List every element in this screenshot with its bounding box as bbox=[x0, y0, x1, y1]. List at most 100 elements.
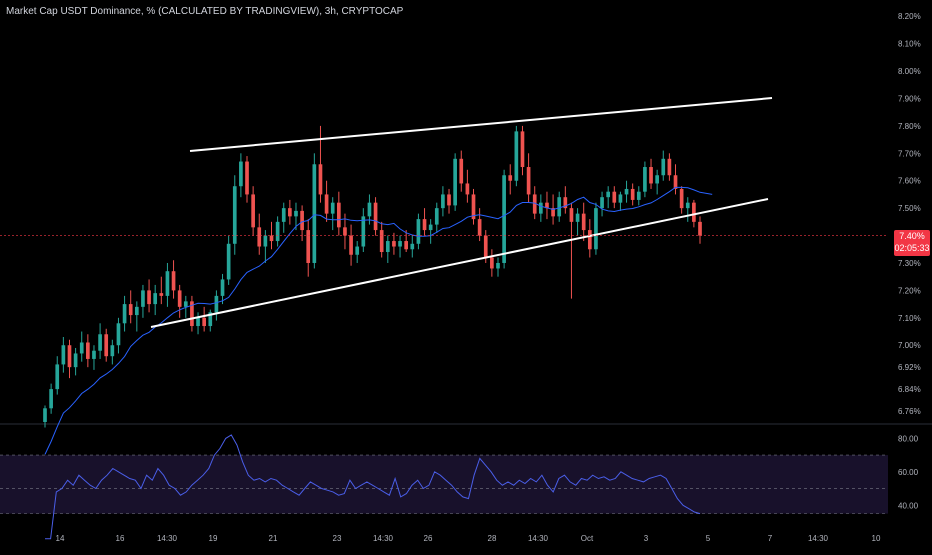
price-axis-tick-label: 8.10% bbox=[898, 40, 921, 49]
candle-body bbox=[649, 167, 653, 184]
candle-body bbox=[263, 235, 268, 247]
candle-body bbox=[606, 191, 611, 198]
candle-body bbox=[226, 243, 231, 280]
candle-body bbox=[288, 208, 292, 217]
candle-body bbox=[453, 158, 457, 206]
time-axis-tick-label: 14:30 bbox=[808, 534, 829, 543]
candle-body bbox=[673, 175, 678, 189]
rsi-axis-tick-label: 40.00 bbox=[898, 501, 919, 510]
candle-body bbox=[594, 208, 598, 250]
candle-body bbox=[692, 202, 696, 222]
rsi-axis-tick-label: 60.00 bbox=[898, 468, 919, 477]
candle-body bbox=[636, 191, 641, 200]
candle-body bbox=[655, 175, 659, 184]
price-axis-tick-label: 7.10% bbox=[898, 314, 921, 323]
upper-trendline bbox=[189, 97, 773, 152]
candle-body bbox=[496, 262, 500, 269]
price-axis-tick-label: 6.76% bbox=[898, 407, 921, 416]
time-axis-tick-label: 14:30 bbox=[528, 534, 549, 543]
candle-body bbox=[202, 317, 206, 327]
candle-body bbox=[643, 167, 647, 192]
time-axis-tick-label: 7 bbox=[768, 534, 773, 543]
candle-body bbox=[43, 408, 47, 422]
candle-body bbox=[177, 290, 182, 307]
candle-body bbox=[539, 202, 543, 214]
price-axis-tick-label: 7.70% bbox=[898, 149, 921, 158]
candle-body bbox=[61, 345, 66, 365]
candle-body bbox=[410, 243, 415, 250]
time-axis-tick-label: 19 bbox=[209, 534, 218, 543]
candle-body bbox=[134, 306, 139, 316]
candle-body bbox=[67, 345, 72, 368]
candle-body bbox=[294, 210, 298, 217]
candle-body bbox=[239, 161, 243, 187]
bar-countdown: 02:05:33 bbox=[894, 242, 930, 253]
candle-body bbox=[128, 304, 133, 316]
rsi-line bbox=[45, 434, 701, 540]
candle-body bbox=[526, 167, 531, 195]
candle-body bbox=[520, 131, 525, 168]
candle-body bbox=[483, 235, 488, 258]
candle-body bbox=[312, 164, 317, 263]
candle-body bbox=[545, 202, 549, 209]
time-axis-tick-label: 3 bbox=[644, 534, 649, 543]
last-price-tag: 7.40% 02:05:33 bbox=[894, 229, 930, 256]
candle-body bbox=[257, 227, 262, 247]
candle-body bbox=[465, 183, 470, 195]
candle-body bbox=[373, 202, 378, 231]
price-axis-tick-label: 6.92% bbox=[898, 363, 921, 372]
price-axis-tick-label: 7.30% bbox=[898, 259, 921, 268]
candle-body bbox=[398, 241, 402, 247]
candle-body bbox=[349, 235, 353, 255]
price-axis-tick-label: 7.60% bbox=[898, 177, 921, 186]
candle-body bbox=[563, 197, 568, 209]
candle-body bbox=[679, 188, 684, 209]
candle-body bbox=[514, 131, 519, 181]
price-axis-tick-label: 8.00% bbox=[898, 67, 921, 76]
time-axis-tick-label: 23 bbox=[333, 534, 342, 543]
rsi-axis-tick-label: 80.00 bbox=[898, 434, 919, 443]
candle-body bbox=[306, 230, 311, 263]
candle-body bbox=[300, 210, 304, 231]
price-axis-tick-label: 8.20% bbox=[898, 12, 921, 21]
price-axis-tick-label: 7.50% bbox=[898, 204, 921, 213]
time-axis-tick-label: 26 bbox=[424, 534, 433, 543]
candle-body bbox=[153, 293, 158, 305]
candle-body bbox=[569, 208, 574, 222]
candle-body bbox=[92, 350, 96, 359]
candle-body bbox=[532, 194, 537, 214]
time-axis-tick-label: 14:30 bbox=[157, 534, 178, 543]
candle-body bbox=[196, 317, 200, 327]
candle-body bbox=[477, 219, 482, 236]
time-axis-tick-label: 28 bbox=[488, 534, 497, 543]
price-axis-tick-label: 7.90% bbox=[898, 94, 921, 103]
candle-body bbox=[232, 186, 237, 244]
candle-body bbox=[245, 161, 249, 195]
price-axis-tick-label: 6.84% bbox=[898, 385, 921, 394]
candle-body bbox=[447, 194, 451, 206]
candle-body bbox=[661, 158, 666, 176]
candle-body bbox=[336, 202, 341, 228]
candle-body bbox=[343, 227, 347, 236]
candle-body bbox=[698, 221, 702, 236]
candle-body bbox=[116, 323, 121, 346]
price-axis-tick-label: 7.00% bbox=[898, 341, 921, 350]
candle-body bbox=[471, 194, 476, 220]
candle-body bbox=[459, 158, 464, 184]
candle-body bbox=[281, 208, 286, 222]
time-axis-tick-label: 16 bbox=[116, 534, 125, 543]
candle-body bbox=[49, 389, 53, 409]
candle-body bbox=[551, 208, 555, 217]
candle-body bbox=[355, 246, 360, 255]
candle-body bbox=[79, 342, 84, 354]
candle-body bbox=[575, 213, 580, 222]
time-axis-tick-label: Oct bbox=[581, 534, 594, 543]
candle-body bbox=[55, 364, 60, 390]
candle-body bbox=[324, 194, 329, 214]
candle-body bbox=[508, 175, 513, 181]
candle-body bbox=[385, 241, 390, 253]
lower-trendline bbox=[150, 198, 769, 328]
candle-body bbox=[269, 235, 274, 242]
